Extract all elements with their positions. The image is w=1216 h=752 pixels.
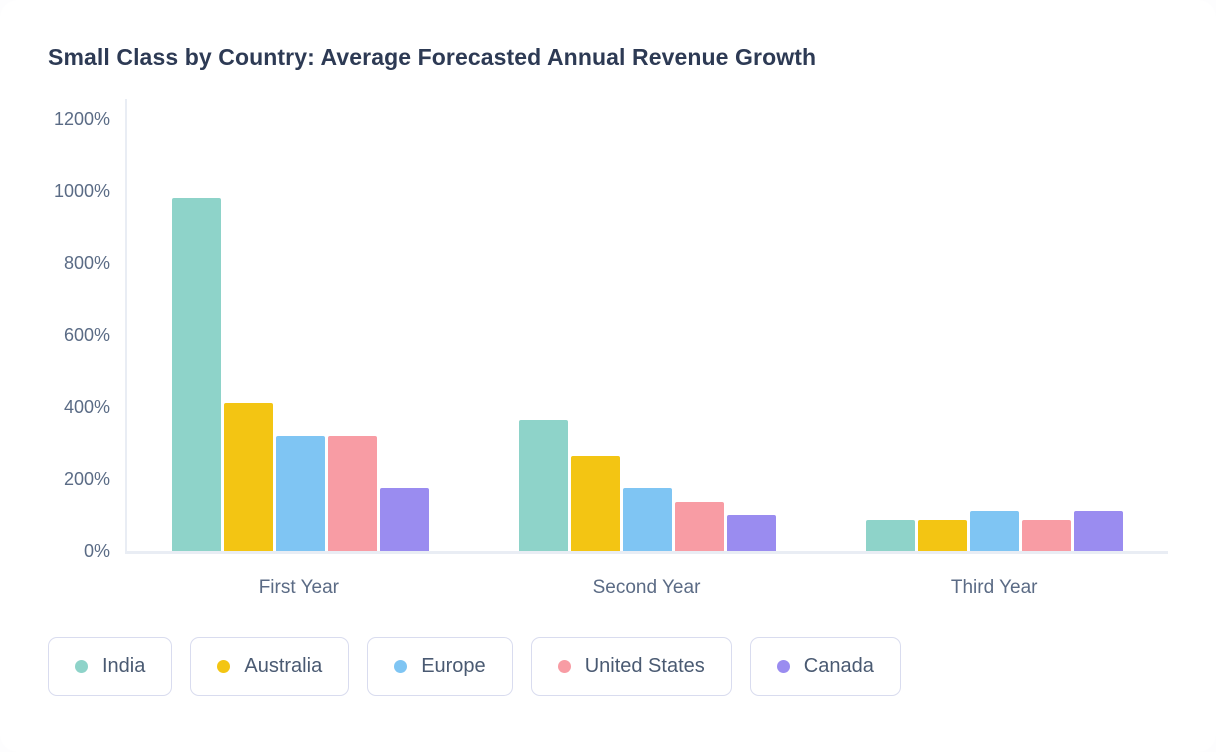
y-axis-tick-label: 1000% xyxy=(53,181,110,201)
bar-india-first-year xyxy=(172,198,221,551)
legend-label: Australia xyxy=(244,655,323,677)
bar-europe-third-year xyxy=(970,511,1019,551)
legend-label: United States xyxy=(584,655,705,677)
y-axis: 0% 200% 400% 600% 800% 1000% 1200% xyxy=(48,99,110,561)
bars-layer xyxy=(127,198,1168,551)
bar-group-third-year xyxy=(821,511,1168,551)
bar-australia-first-year xyxy=(224,403,273,551)
y-axis-tick-label: 1200% xyxy=(53,109,110,129)
bar-united-states-third-year xyxy=(1022,520,1071,551)
legend-dot-icon xyxy=(217,660,231,673)
bar-india-third-year xyxy=(866,520,915,551)
x-axis-label-first-year: First Year xyxy=(258,577,339,598)
y-axis-tick-label: 200% xyxy=(63,469,110,489)
bar-canada-first-year xyxy=(380,488,429,551)
bar-australia-third-year xyxy=(918,520,967,551)
x-axis-label-second-year: Second Year xyxy=(592,577,701,598)
bar-europe-first-year xyxy=(276,436,325,551)
bar-united-states-second-year xyxy=(675,502,724,551)
legend-item-united-states[interactable]: United States xyxy=(530,637,732,696)
bar-canada-third-year xyxy=(1074,511,1123,551)
legend-item-india[interactable]: India xyxy=(48,637,173,696)
bar-india-second-year xyxy=(519,420,568,551)
bar-group-second-year xyxy=(474,420,821,551)
legend-dot-icon xyxy=(776,660,790,673)
legend-label: Canada xyxy=(803,655,874,677)
bar-united-states-first-year xyxy=(328,436,377,551)
x-axis-labels: First Year Second Year Third Year xyxy=(125,577,1168,599)
legend-item-australia[interactable]: Australia xyxy=(190,637,350,696)
legend-dot-icon xyxy=(394,660,408,673)
bar-europe-second-year xyxy=(623,488,672,551)
x-axis-label-third-year: Third Year xyxy=(950,577,1038,598)
y-axis-tick-label: 0% xyxy=(83,541,110,561)
y-axis-tick-label: 400% xyxy=(63,397,110,417)
bar-chart: 0% 200% 400% 600% 800% 1000% 1200% First Year S… xyxy=(48,99,1168,611)
legend: India Australia Europe United States Canada xyxy=(48,637,1168,696)
legend-label: India xyxy=(102,655,146,677)
legend-dot-icon xyxy=(75,660,88,673)
legend-dot-icon xyxy=(557,660,571,673)
chart-title: Small Class by Country: Average Forecast… xyxy=(48,44,817,70)
y-axis-tick-label: 600% xyxy=(63,325,110,345)
legend-label: Europe xyxy=(421,655,486,677)
bar-group-first-year xyxy=(127,198,474,551)
legend-item-europe[interactable]: Europe xyxy=(367,637,513,696)
plot-area xyxy=(125,99,1168,554)
y-axis-tick-label: 800% xyxy=(63,253,110,273)
bar-australia-second-year xyxy=(571,456,620,551)
bar-canada-second-year xyxy=(727,515,776,551)
legend-item-canada[interactable]: Canada xyxy=(749,637,901,696)
